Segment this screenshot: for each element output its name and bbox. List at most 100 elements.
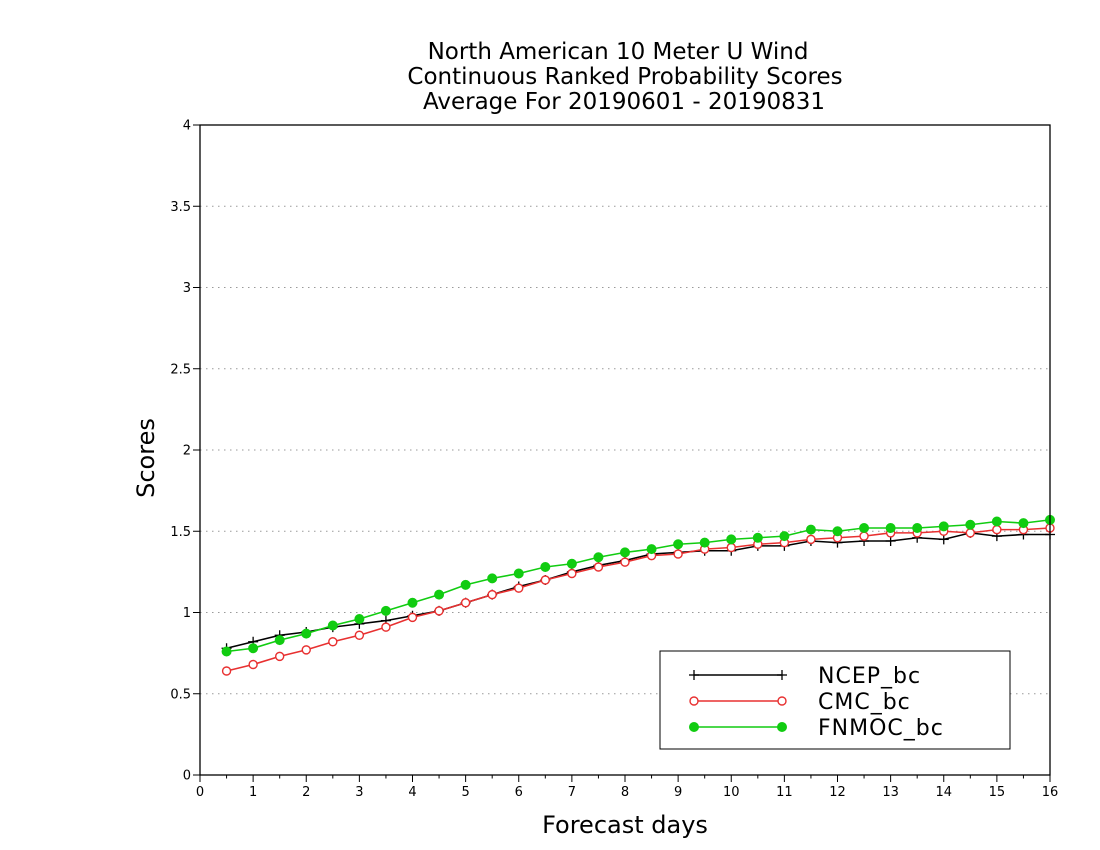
x-axis-label: Forecast days [542,811,708,839]
data-point-cmc-bc [540,575,551,585]
data-point-fnmoc-bc [699,537,710,548]
data-point-cmc-bc [221,666,232,676]
data-point-fnmoc-bc [513,568,524,579]
y-tick-label: 0.5 [170,687,191,702]
y-tick-label: 0 [183,769,191,784]
chart-title: North American 10 Meter U Wind Continuou… [407,39,842,115]
data-point-fnmoc-bc [487,573,498,584]
y-tick-label: 3.5 [170,200,191,215]
legend-label: FNMOC_bc [818,716,944,741]
series-line-cmc-bc [226,527,1051,672]
data-point-cmc-bc [620,557,630,567]
legend-marker-start [689,722,699,732]
data-point-cmc-bc [487,589,497,600]
x-tick-label: 15 [989,785,1006,800]
x-tick-label: 12 [829,785,846,800]
data-point-cmc-bc [567,568,577,579]
y-gridlines [200,205,1050,695]
series-ncep-bc [221,527,1055,654]
y-tick-label: 1.5 [170,525,191,540]
y-tick-label: 1 [183,606,191,621]
data-point-fnmoc-bc [726,534,737,545]
x-tick-label: 16 [1042,785,1059,800]
data-point-cmc-bc [673,549,683,559]
legend-box [659,650,1011,750]
y-tick-label: 4 [183,119,191,134]
series-line-fnmoc-bc [226,519,1051,653]
x-tick-label: 3 [355,785,363,800]
data-point-cmc-bc [301,645,311,655]
data-point-cmc-bc [806,534,816,545]
data-point-fnmoc-bc [301,628,312,639]
data-point-fnmoc-bc [327,620,338,631]
y-tick-label: 3 [183,281,191,296]
data-point-fnmoc-bc [646,544,657,555]
data-point-cmc-bc [460,598,471,608]
x-tick-label: 5 [461,785,469,800]
data-point-fnmoc-bc [593,552,604,563]
x-tick-label: 14 [935,785,952,800]
data-point-fnmoc-bc [274,635,285,646]
data-point-fnmoc-bc [938,521,949,532]
data-point-fnmoc-bc [965,519,976,530]
y-axis-label: Scores [132,418,160,498]
data-point-cmc-bc [992,524,1002,535]
data-point-cmc-bc [965,528,976,538]
data-point-fnmoc-bc [805,524,816,535]
x-axis-ticks: 0 1 2 3 4 5 6 7 8 9 10 11 12 13 14 15 16 [196,775,1058,800]
data-point-cmc-bc [593,562,604,572]
data-point-cmc-bc [381,622,391,632]
data-point-fnmoc-bc [380,605,391,616]
data-point-fnmoc-bc [832,526,843,537]
data-point-fnmoc-bc [859,523,870,533]
legend-marker-start [689,696,699,706]
y-axis-ticks: 0 0.5 1 1.5 2 2.5 3 3.5 4 [170,119,200,784]
chart-title-line-1: North American 10 Meter U Wind [428,39,809,65]
data-point-cmc-bc [726,542,736,553]
data-point-ncep-bc [885,536,896,546]
data-point-fnmoc-bc [673,539,684,550]
data-point-cmc-bc [859,531,869,541]
data-point-fnmoc-bc [885,523,896,533]
legend-entry-cmc-bc: CMC_bc [689,690,911,715]
x-tick-label: 6 [515,785,523,800]
data-point-fnmoc-bc [434,589,445,600]
data-point-fnmoc-bc [912,523,923,533]
data-point-fnmoc-bc [248,643,259,654]
y-tick-label: 2.5 [170,362,191,377]
x-tick-label: 9 [674,785,682,800]
data-series [221,514,1055,676]
x-tick-label: 10 [723,785,740,800]
data-point-fnmoc-bc [1018,518,1029,529]
chart-title-line-3: Average For 20190601 - 20190831 [423,89,825,115]
data-point-fnmoc-bc [620,547,630,558]
chart-title-line-2: Continuous Ranked Probability Scores [407,64,842,90]
data-point-cmc-bc [514,583,524,593]
data-point-fnmoc-bc [460,579,471,590]
x-tick-label: 7 [568,785,576,800]
legend-marker-end [777,670,787,680]
data-point-fnmoc-bc [991,516,1002,527]
legend-marker-end [777,722,787,732]
data-point-ncep-bc [938,534,949,545]
legend-label: CMC_bc [818,690,911,715]
legend-marker-start [689,670,699,680]
legend-label: NCEP_bc [818,664,921,689]
data-point-fnmoc-bc [752,532,763,543]
data-point-cmc-bc [274,651,285,662]
data-point-fnmoc-bc [566,558,577,569]
data-point-fnmoc-bc [779,531,790,542]
legend-entry-fnmoc-bc: FNMOC_bc [689,716,944,741]
x-tick-label: 1 [249,785,257,800]
x-tick-label: 0 [196,785,204,800]
data-point-fnmoc-bc [221,646,232,657]
data-point-cmc-bc [354,630,365,640]
x-tick-label: 8 [621,785,629,800]
data-point-cmc-bc [328,637,338,647]
series-fnmoc-bc [221,514,1055,657]
data-point-cmc-bc [407,612,418,623]
x-tick-label: 13 [882,785,899,800]
x-tick-label: 4 [408,785,416,800]
